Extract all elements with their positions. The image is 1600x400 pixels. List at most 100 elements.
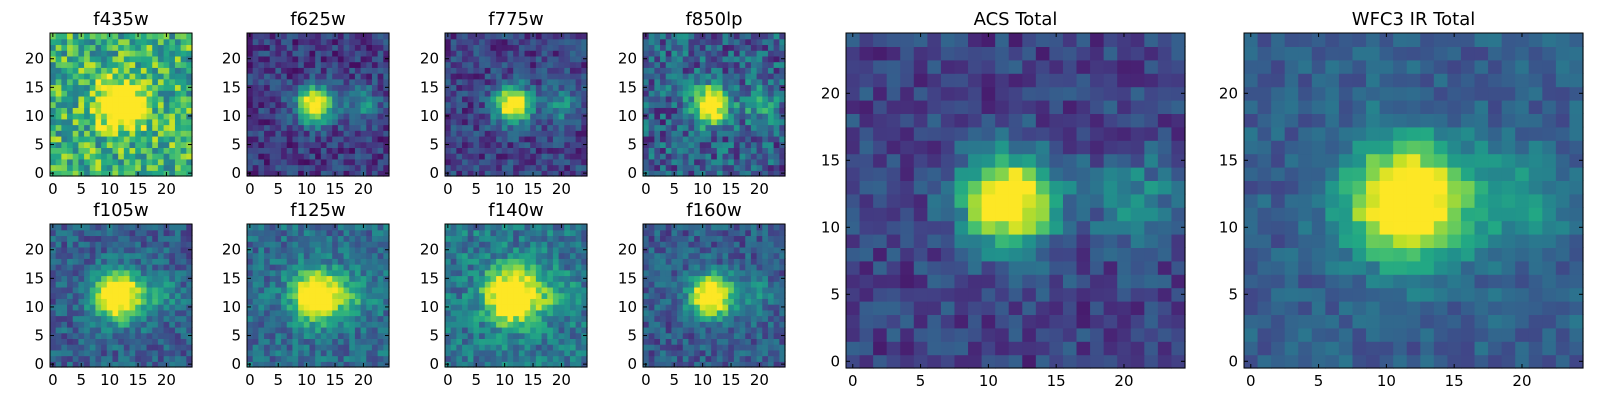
heatmap-cell <box>366 61 373 68</box>
heatmap-cell <box>479 355 486 362</box>
heatmap-cell <box>745 153 752 160</box>
heatmap-cell <box>174 95 182 103</box>
heatmap-cell <box>501 124 509 131</box>
heatmap-cell <box>496 326 503 334</box>
heatmap-cell <box>264 321 271 328</box>
heatmap-cell <box>694 55 701 63</box>
heatmap-cell <box>298 164 305 171</box>
heatmap-cell <box>484 246 492 254</box>
heatmap-cell <box>163 292 170 299</box>
heatmap-cell <box>72 338 79 345</box>
heatmap-cell <box>72 55 79 63</box>
heatmap-cell <box>354 281 362 288</box>
heatmap-cell <box>699 344 707 351</box>
heatmap-cell <box>518 78 526 86</box>
heatmap-cell <box>269 241 276 248</box>
heatmap-cell <box>106 55 114 63</box>
x-tick-label: 20 <box>552 371 571 389</box>
heatmap-cell <box>258 235 265 242</box>
heatmap-cell <box>513 326 520 334</box>
heatmap-cell <box>78 44 85 51</box>
heatmap-cell <box>377 118 384 126</box>
heatmap-cell <box>55 309 62 317</box>
heatmap-cell <box>157 344 165 351</box>
heatmap-cell <box>78 153 85 160</box>
heatmap-cell <box>564 355 571 362</box>
heatmap-cell <box>366 355 373 362</box>
heatmap-cell <box>479 315 486 322</box>
heatmap-cell <box>326 235 333 242</box>
heatmap-cell <box>269 135 276 143</box>
heatmap-cell <box>157 124 165 131</box>
heatmap-cell <box>728 158 735 166</box>
heatmap-cell <box>326 344 333 351</box>
heatmap-cell <box>762 44 769 51</box>
heatmap-cell <box>564 349 571 357</box>
heatmap-cell <box>660 141 667 148</box>
heatmap-cell <box>564 309 571 317</box>
heatmap-cell <box>745 90 752 97</box>
heatmap-cell <box>118 33 125 40</box>
heatmap-cell <box>332 338 339 345</box>
heatmap-cell <box>174 90 182 97</box>
heatmap-cell <box>247 124 254 131</box>
heatmap-cell <box>89 124 97 131</box>
heatmap-cell <box>728 130 735 137</box>
heatmap-cell <box>366 130 373 137</box>
heatmap-cell <box>186 315 193 322</box>
heatmap-cell <box>163 153 170 160</box>
heatmap-cell <box>169 309 176 317</box>
heatmap-cell <box>462 321 469 328</box>
heatmap-cell <box>541 258 548 265</box>
heatmap-cell <box>490 67 497 74</box>
heatmap-cell <box>152 344 159 351</box>
heatmap-cell <box>84 298 91 305</box>
heatmap-cell <box>275 61 282 68</box>
heatmap-cell <box>174 147 182 154</box>
heatmap-cell <box>535 338 543 345</box>
heatmap-cell <box>95 321 102 328</box>
heatmap-cell <box>180 147 187 154</box>
heatmap-cell <box>101 315 108 322</box>
heatmap-cell <box>518 158 526 166</box>
heatmap-cell <box>513 73 520 80</box>
heatmap-cell <box>354 73 362 80</box>
heatmap-cell <box>264 95 271 103</box>
heatmap-cell <box>298 338 305 345</box>
heatmap-cell <box>479 55 486 63</box>
heatmap-cell <box>762 315 769 322</box>
heatmap-cell <box>450 235 457 242</box>
heatmap-cell <box>269 61 276 68</box>
heatmap-cell <box>343 349 350 357</box>
heatmap-cell <box>354 258 362 265</box>
heatmap-cell <box>281 33 288 40</box>
heatmap-cell <box>180 78 187 86</box>
heatmap-cell <box>484 61 492 68</box>
heatmap-cell <box>180 321 187 328</box>
heatmap-cell <box>524 118 531 126</box>
heatmap-cell <box>450 281 457 288</box>
heatmap-cell <box>524 107 531 114</box>
heatmap-cell <box>118 153 125 160</box>
heatmap-cell <box>473 164 480 171</box>
heatmap-cell <box>682 321 690 328</box>
heatmap-cell <box>456 124 463 131</box>
heatmap-cell <box>462 246 469 254</box>
heatmap-cell <box>581 78 588 86</box>
heatmap-cell <box>456 55 463 63</box>
heatmap-cell <box>750 355 758 362</box>
heatmap-cell <box>450 292 457 299</box>
heatmap-cell <box>541 38 548 46</box>
heatmap-cell <box>705 73 712 80</box>
heatmap-cell <box>524 304 531 311</box>
heatmap-cell <box>581 315 588 322</box>
heatmap-cell <box>67 124 74 131</box>
heatmap-cell <box>445 258 452 265</box>
heatmap-cell <box>152 224 159 231</box>
heatmap-cell <box>281 241 288 248</box>
heatmap-cell <box>581 33 588 40</box>
heatmap-cell <box>349 315 356 322</box>
heatmap-cell <box>366 344 373 351</box>
heatmap-cell <box>722 281 729 288</box>
heatmap-cell <box>473 349 480 357</box>
